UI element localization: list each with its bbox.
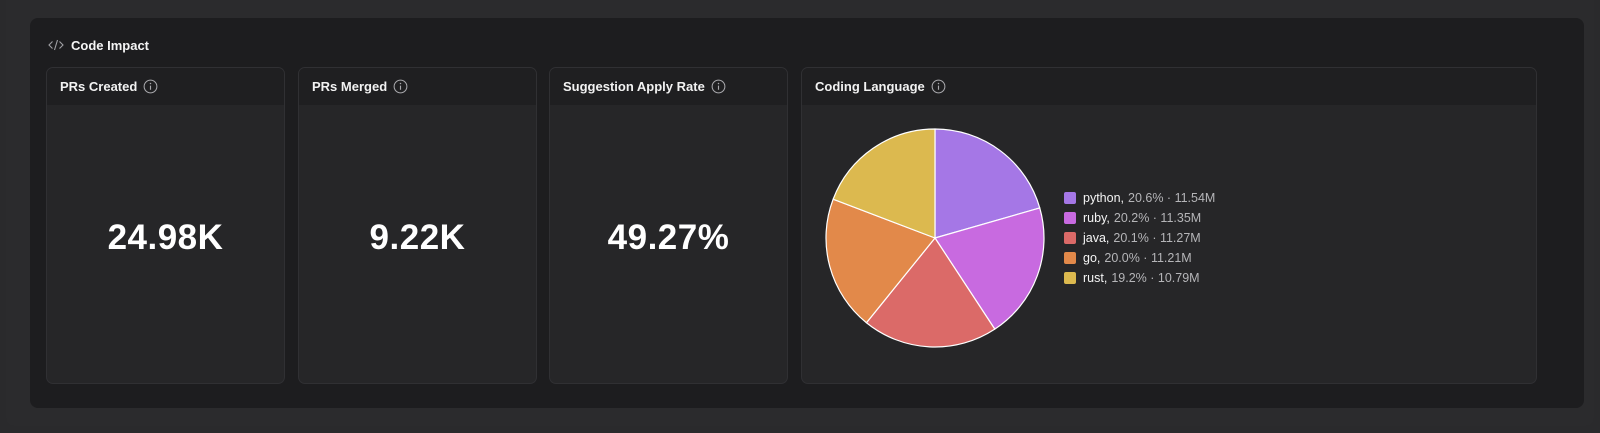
legend-detail: 20.1% · 11.27M xyxy=(1113,230,1201,245)
metric-value: 24.98K xyxy=(107,218,224,257)
legend-swatch xyxy=(1064,231,1076,244)
legend-label: ruby, xyxy=(1083,210,1110,225)
legend-swatch xyxy=(1064,191,1076,204)
dashboard-background: Code Impact PRs Created 24.98K PRs Merge… xyxy=(6,0,1594,426)
legend-detail: 20.6% · 11.54M xyxy=(1128,190,1216,205)
metric-value: 9.22K xyxy=(369,218,466,257)
pie-slice-ruby[interactable] xyxy=(934,207,1045,330)
legend-label: python, xyxy=(1083,190,1125,205)
info-icon[interactable] xyxy=(711,79,726,94)
legend-label: rust, xyxy=(1083,270,1108,285)
panel-title: Code Impact xyxy=(71,37,150,53)
info-icon[interactable] xyxy=(143,79,158,94)
prs-created-card: PRs Created 24.98K xyxy=(46,67,285,384)
legend-detail: 19.2% · 10.79M xyxy=(1111,270,1200,285)
legend-item-rust[interactable]: rust, 19.2% · 10.79M xyxy=(1064,270,1215,285)
metric-area: 9.22K xyxy=(299,105,536,383)
pie-slice-rust[interactable] xyxy=(832,128,936,239)
legend-detail: 20.2% · 11.35M xyxy=(1113,210,1202,225)
card-title: Suggestion Apply Rate xyxy=(563,79,705,94)
metric-value: 49.27% xyxy=(607,218,730,257)
pie-slice-python[interactable] xyxy=(934,128,1041,239)
legend-item-python[interactable]: python, 20.6% · 11.54M xyxy=(1064,190,1216,205)
legend-item-ruby[interactable]: ruby, 20.2% · 11.35M xyxy=(1064,210,1215,225)
legend-swatch xyxy=(1064,211,1076,224)
pie-legend: python, 20.6% · 11.54M ruby, 20.2% · 11.… xyxy=(1064,190,1216,285)
card-title: PRs Merged xyxy=(312,79,388,94)
coding-language-card: Coding Language python, 20.6% · 11.54M r… xyxy=(801,67,1537,384)
legend-item-java[interactable]: java, 20.1% · 11.27M xyxy=(1064,230,1215,245)
code-icon xyxy=(48,39,64,51)
metric-area: 49.27% xyxy=(550,105,787,383)
code-impact-panel: Code Impact PRs Created 24.98K PRs Merge… xyxy=(30,18,1584,408)
legend-swatch xyxy=(1064,251,1076,264)
card-title: PRs Created xyxy=(60,79,138,94)
suggestion-apply-rate-card: Suggestion Apply Rate 49.27% xyxy=(549,67,788,384)
panel-header: Code Impact xyxy=(48,36,149,54)
card-title: Coding Language xyxy=(815,79,925,94)
legend-item-go[interactable]: go, 20.0% · 11.21M xyxy=(1064,250,1215,265)
pie-slice-go[interactable] xyxy=(825,198,936,324)
metric-area: 24.98K xyxy=(47,105,284,383)
legend-label: java, xyxy=(1083,230,1110,245)
card-header: Coding Language xyxy=(802,68,1536,105)
card-header: Suggestion Apply Rate xyxy=(550,68,787,105)
card-header: PRs Merged xyxy=(299,68,536,105)
prs-merged-card: PRs Merged 9.22K xyxy=(298,67,537,384)
legend-label: go, xyxy=(1083,250,1101,265)
card-header: PRs Created xyxy=(47,68,284,105)
info-icon[interactable] xyxy=(931,79,946,94)
pie-slice-java[interactable] xyxy=(865,237,996,348)
legend-swatch xyxy=(1064,271,1076,284)
info-icon[interactable] xyxy=(393,79,408,94)
legend-detail: 20.0% · 11.21M xyxy=(1104,250,1192,265)
language-pie-chart xyxy=(825,128,1045,348)
